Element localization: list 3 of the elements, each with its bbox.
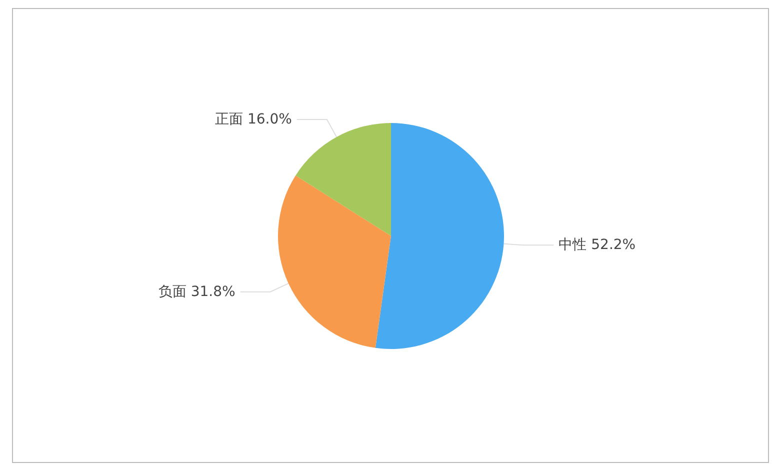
slice-label: 中性 52.2% [558,237,636,254]
slice-label: 正面 16.0% [214,111,292,128]
slice-label: 负面 31.8% [158,284,236,300]
